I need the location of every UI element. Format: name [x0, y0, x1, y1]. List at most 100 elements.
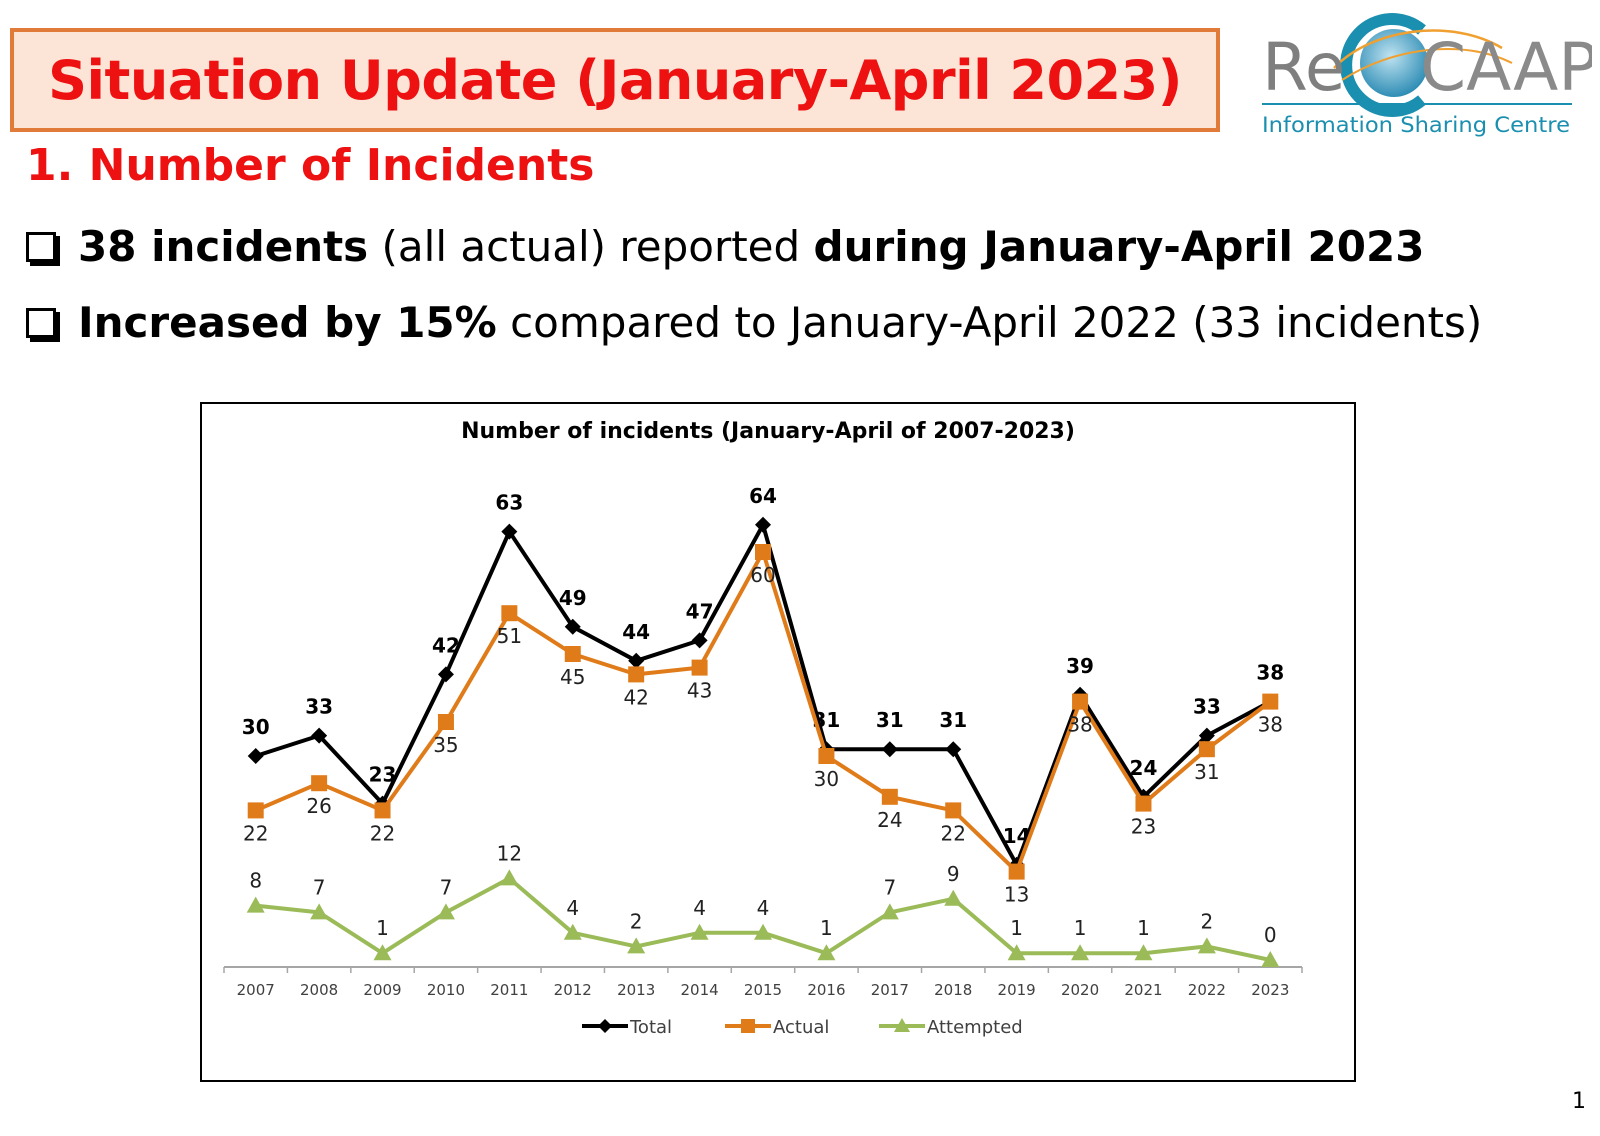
total-point [628, 652, 645, 669]
total-point [691, 632, 708, 649]
data-label-actual: 60 [750, 563, 775, 587]
page-title: Situation Update (January-April 2023) [48, 48, 1182, 112]
legend-marker-total [598, 1019, 612, 1033]
actual-point [1072, 693, 1089, 710]
total-point [311, 727, 328, 744]
actual-point [818, 748, 835, 764]
data-label-actual: 43 [687, 679, 712, 703]
data-label-actual: 35 [433, 733, 458, 757]
x-tick-label: 2009 [363, 981, 401, 999]
x-tick-label: 2007 [237, 981, 275, 999]
data-label-total: 49 [559, 586, 587, 610]
data-label-total: 39 [1066, 654, 1094, 678]
actual-point [691, 659, 708, 676]
data-label-total: 42 [432, 633, 460, 657]
actual-point [501, 605, 518, 622]
data-label-attempted: 4 [566, 896, 579, 920]
x-tick-label: 2018 [934, 981, 972, 999]
total-point [437, 666, 454, 683]
actual-point [945, 802, 962, 819]
data-label-actual: 38 [1258, 713, 1283, 737]
x-tick-label: 2015 [744, 981, 782, 999]
actual-point [311, 775, 328, 792]
data-label-attempted: 7 [440, 875, 453, 899]
total-point [1198, 727, 1215, 744]
data-label-attempted: 1 [1010, 916, 1023, 940]
bullet-text: (all actual) reported [368, 222, 814, 271]
bullet-item: 38 incidents (all actual) reported durin… [26, 222, 1424, 271]
total-point [945, 741, 962, 758]
data-label-actual: 30 [814, 767, 839, 791]
bullet-item: Increased by 15% compared to January-Apr… [26, 298, 1482, 347]
attempted-point [373, 944, 392, 961]
attempted-point [690, 923, 709, 940]
data-label-attempted: 8 [249, 869, 262, 893]
total-point [564, 618, 581, 635]
data-label-attempted: 1 [1074, 916, 1087, 940]
attempted-point [1197, 937, 1216, 954]
data-label-actual: 31 [1194, 760, 1219, 784]
actual-point [564, 646, 581, 662]
data-label-actual: 45 [560, 665, 585, 689]
data-label-actual: 23 [1131, 815, 1156, 839]
data-label-attempted: 7 [313, 875, 326, 899]
data-label-attempted: 12 [497, 841, 522, 865]
attempted-point [944, 889, 963, 906]
data-label-total: 30 [242, 715, 270, 739]
data-label-attempted: 4 [757, 896, 770, 920]
globe-icon [1360, 29, 1428, 97]
data-label-total: 31 [939, 708, 967, 732]
attempted-point [1071, 944, 1090, 961]
chart-frame: Number of incidents (January-April of 20… [200, 402, 1356, 1082]
data-label-actual: 22 [370, 821, 395, 845]
legend-label-total: Total [629, 1017, 672, 1038]
incidents-line-chart: Number of incidents (January-April of 20… [223, 419, 1303, 1038]
data-label-total: 31 [876, 708, 904, 732]
title-banner: Situation Update (January-April 2023) [10, 28, 1220, 132]
recaap-logo: Re CAAP Information Sharing Centre [1262, 13, 1592, 137]
orbit-swirl-1 [1333, 29, 1503, 69]
legend-marker-attempted [894, 1018, 910, 1032]
actual-point [374, 802, 391, 819]
actual-point [1135, 795, 1152, 812]
data-label-attempted: 4 [693, 896, 706, 920]
logo-re: Re [1262, 29, 1346, 106]
attempted-point [563, 923, 582, 940]
data-label-actual: 22 [243, 821, 268, 845]
data-label-actual: 51 [497, 624, 522, 648]
total-point [755, 516, 771, 533]
globe-c-arc [1340, 13, 1426, 117]
bullet-bold: Increased by 15% [78, 298, 497, 347]
attempted-point [1134, 944, 1153, 961]
attempted-point [880, 903, 899, 920]
actual-point [437, 714, 454, 730]
attempted-point [246, 896, 265, 913]
data-label-attempted: 2 [630, 909, 643, 933]
actual-point [755, 544, 771, 560]
data-label-total: 44 [622, 620, 650, 644]
x-tick-label: 2017 [871, 981, 909, 999]
legend-label-actual: Actual [773, 1017, 829, 1038]
data-label-attempted: 1 [820, 916, 833, 940]
actual-point [881, 788, 898, 805]
attempted-point [310, 903, 329, 920]
data-label-attempted: 0 [1264, 923, 1277, 947]
data-label-actual: 24 [877, 808, 902, 832]
data-label-total: 38 [1256, 661, 1284, 685]
data-label-attempted: 1 [376, 916, 389, 940]
data-label-total: 33 [305, 695, 333, 719]
total-point [881, 741, 898, 758]
x-tick-label: 2012 [554, 981, 592, 999]
data-label-total: 33 [1193, 695, 1221, 719]
attempted-point [627, 937, 646, 954]
x-tick-label: 2011 [490, 981, 528, 999]
data-label-actual: 38 [1067, 713, 1092, 737]
orbit-swirl-2 [1341, 48, 1513, 81]
x-tick-label: 2008 [300, 981, 338, 999]
total-point [501, 523, 518, 540]
actual-point [1262, 693, 1279, 710]
bullet-bold: during January-April 2023 [813, 222, 1425, 271]
x-tick-label: 2022 [1188, 981, 1226, 999]
data-label-actual: 22 [941, 821, 966, 845]
section-heading: 1. Number of Incidents [26, 140, 595, 191]
